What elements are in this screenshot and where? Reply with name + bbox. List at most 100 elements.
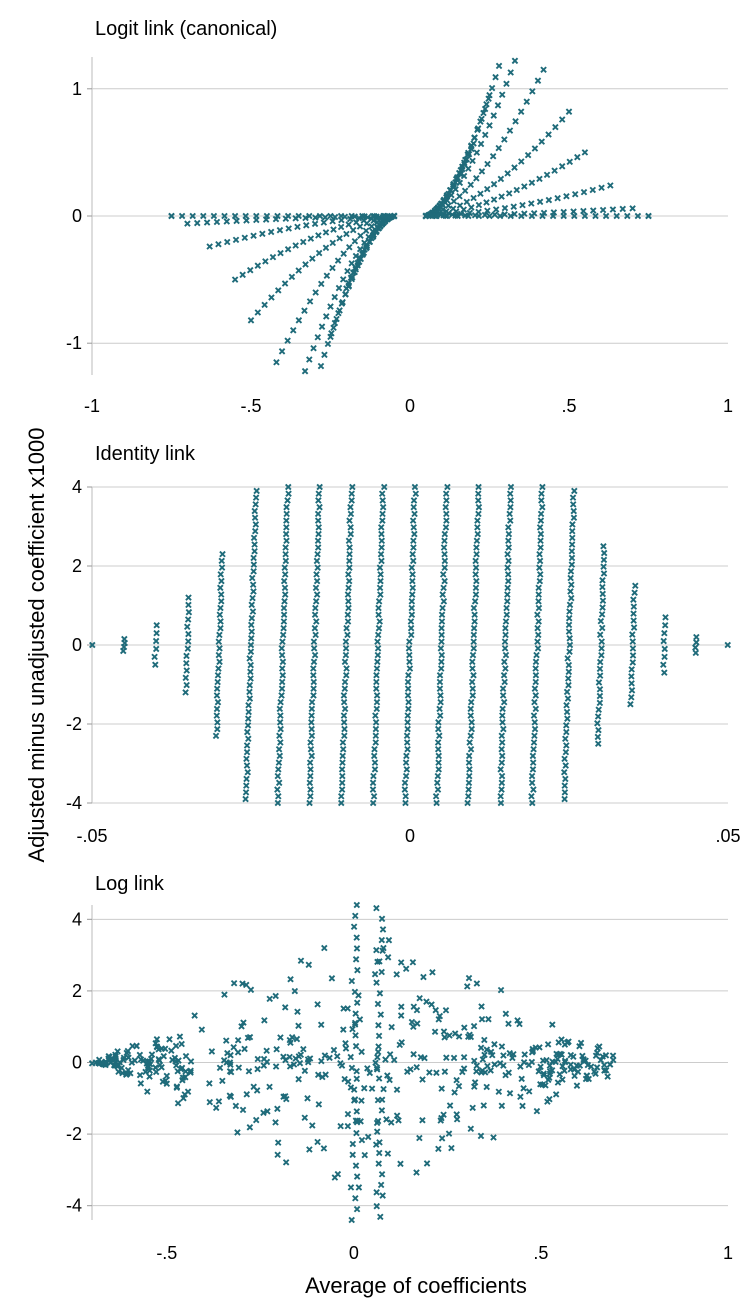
data-point xyxy=(443,197,451,204)
data-point xyxy=(524,151,532,159)
data-point xyxy=(282,557,290,565)
data-point xyxy=(460,1065,468,1072)
data-point xyxy=(483,100,490,108)
data-point xyxy=(530,745,537,753)
data-point xyxy=(474,524,481,531)
data-point xyxy=(468,678,476,686)
data-point xyxy=(566,601,574,609)
data-point xyxy=(230,979,238,987)
data-point xyxy=(448,191,455,199)
data-point xyxy=(413,1064,420,1071)
data-point xyxy=(535,584,542,592)
data-point xyxy=(577,1039,585,1047)
data-point xyxy=(203,219,211,226)
data-point xyxy=(322,229,330,236)
data-point xyxy=(361,1151,369,1159)
data-point xyxy=(348,1064,356,1072)
data-point xyxy=(465,752,473,760)
data-point xyxy=(285,225,292,232)
data-point xyxy=(504,550,511,558)
data-point xyxy=(314,1001,321,1008)
data-point xyxy=(282,550,289,558)
data-point xyxy=(341,678,349,686)
data-point xyxy=(121,635,128,643)
data-point xyxy=(564,695,572,702)
data-point xyxy=(327,212,334,220)
data-point xyxy=(300,1045,307,1053)
data-point xyxy=(477,1044,485,1052)
data-point xyxy=(184,638,192,645)
data-point xyxy=(206,1098,214,1106)
data-point xyxy=(261,1017,268,1024)
data-point xyxy=(375,611,382,619)
data-point xyxy=(465,165,472,172)
data-point xyxy=(528,793,535,800)
data-point xyxy=(216,611,224,618)
data-point xyxy=(409,550,416,558)
data-point xyxy=(359,212,366,220)
data-point xyxy=(374,1000,382,1008)
data-point xyxy=(554,194,561,202)
data-point xyxy=(250,588,257,595)
data-point xyxy=(260,1109,267,1117)
data-point xyxy=(569,501,577,508)
data-point xyxy=(353,1129,360,1137)
data-point xyxy=(660,661,667,669)
data-point xyxy=(379,517,386,524)
data-point xyxy=(250,1083,257,1091)
data-point xyxy=(348,977,356,985)
data-point xyxy=(339,739,347,746)
data-point xyxy=(296,1059,304,1067)
data-point xyxy=(568,541,576,548)
data-point xyxy=(278,645,286,652)
data-point xyxy=(438,1114,445,1122)
data-point xyxy=(509,1054,516,1062)
data-point xyxy=(410,544,417,551)
data-point xyxy=(528,212,536,220)
data-point xyxy=(243,782,250,789)
data-point xyxy=(313,591,321,598)
data-point xyxy=(501,638,509,645)
data-point xyxy=(528,772,536,780)
data-point xyxy=(252,1116,260,1124)
data-point xyxy=(546,1068,554,1075)
data-point xyxy=(460,206,468,213)
data-point xyxy=(595,726,602,734)
data-point xyxy=(344,611,352,619)
x-tick-label: 1 xyxy=(723,396,733,416)
data-point xyxy=(277,1034,284,1041)
data-point xyxy=(342,1045,350,1052)
data-point xyxy=(368,223,375,230)
data-point xyxy=(532,658,540,666)
data-point xyxy=(274,1105,281,1113)
data-point xyxy=(405,698,412,706)
data-point xyxy=(348,1216,355,1224)
data-point xyxy=(442,490,450,497)
points-log xyxy=(88,901,617,1224)
data-point xyxy=(160,1052,168,1060)
data-point xyxy=(498,1043,506,1050)
data-point xyxy=(283,524,290,531)
data-point xyxy=(217,571,224,578)
data-point xyxy=(465,212,472,220)
data-point xyxy=(309,1122,316,1129)
data-point xyxy=(460,1054,468,1061)
data-point xyxy=(308,712,315,719)
data-point xyxy=(410,503,417,511)
data-point xyxy=(597,1056,605,1064)
data-point xyxy=(239,1106,247,1114)
data-point xyxy=(436,685,444,692)
data-point xyxy=(373,1066,381,1073)
data-point xyxy=(146,1067,154,1074)
data-point xyxy=(354,262,362,269)
data-point xyxy=(477,190,484,198)
data-point xyxy=(345,584,352,592)
data-point xyxy=(315,497,322,504)
data-point xyxy=(347,530,355,538)
data-point xyxy=(340,1026,347,1033)
data-point xyxy=(440,544,448,551)
data-point xyxy=(215,665,222,672)
x-tick-label: -.5 xyxy=(156,1243,177,1263)
data-point xyxy=(573,1082,581,1089)
data-point xyxy=(469,1104,476,1112)
